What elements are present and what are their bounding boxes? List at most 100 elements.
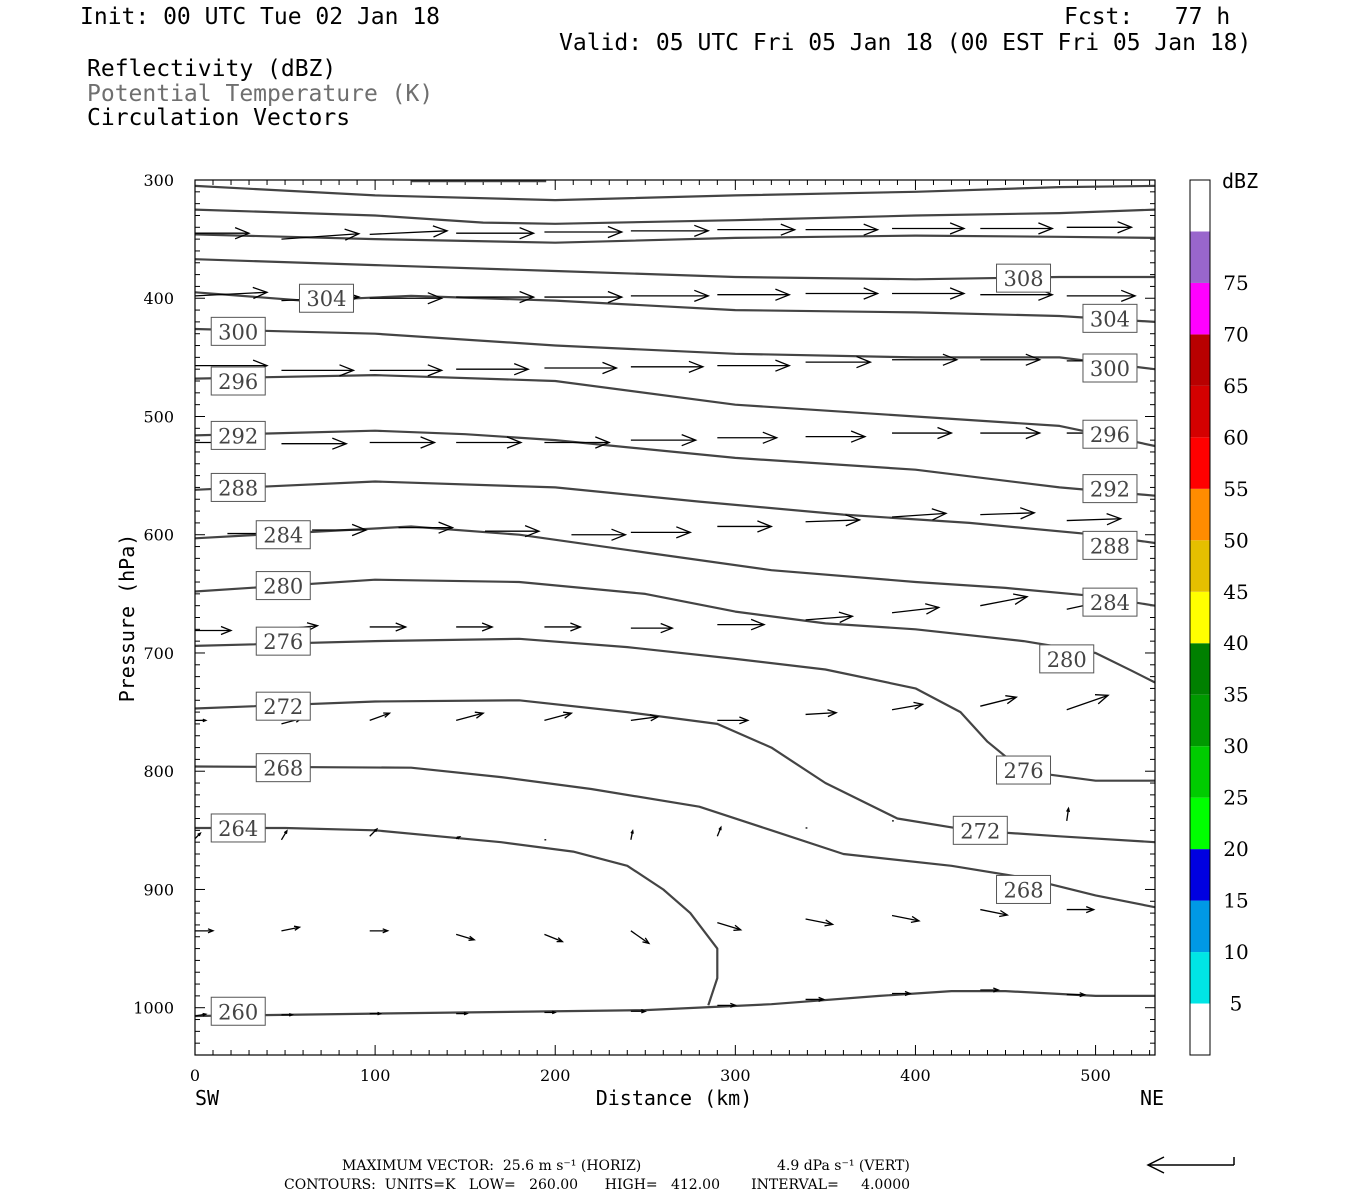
contour-label-box (1082, 419, 1138, 449)
theta-contour-line (195, 480, 1155, 545)
circulation-vector (805, 918, 835, 927)
contour-label-text: 276 (263, 630, 303, 654)
circulation-vector (544, 290, 624, 304)
circulation-vector-shaft (281, 233, 359, 240)
circulation-vector (369, 1011, 383, 1016)
contour-label: 288 (210, 472, 266, 502)
circulation-vector (195, 831, 202, 840)
circulation-vector-head (993, 987, 1001, 993)
colorbar-title: dBZ (1222, 169, 1258, 193)
contour-label-box (1082, 587, 1138, 617)
circulation-vector (630, 1009, 648, 1014)
contour-label-text: 268 (263, 757, 303, 781)
circulation-vector-head (611, 528, 628, 541)
circulation-vector (805, 709, 838, 718)
contour-label-text: 292 (218, 424, 258, 448)
circulation-vector-head (607, 225, 624, 239)
circulation-vector-head (824, 919, 835, 927)
contour-label-text: 288 (1090, 534, 1130, 558)
colorbar-segment (1190, 231, 1210, 283)
circulation-vector-head (730, 1002, 738, 1008)
circulation-vector-head (850, 430, 867, 443)
reference-vector-head (1146, 1156, 1165, 1174)
circulation-vector (805, 287, 880, 300)
circulation-vector-head (427, 364, 444, 377)
circulation-vector-shaft (980, 512, 1035, 516)
field-reflectivity: Reflectivity (dBZ) (87, 56, 337, 82)
plot-area (195, 180, 1155, 1055)
circulation-vector (980, 222, 1055, 235)
circulation-vector-head (1012, 593, 1029, 605)
contour-label-text: 284 (1090, 591, 1130, 615)
colorbar-label: 40 (1223, 631, 1248, 655)
circulation-vector (369, 622, 408, 632)
circulation-vector-head (351, 523, 368, 537)
contour-label-text: 260 (218, 1000, 258, 1024)
circulation-vector-head (775, 359, 792, 372)
circulation-vector-head (306, 622, 320, 632)
circulation-vector-head (818, 996, 826, 1003)
colorbar-segment (1190, 540, 1210, 592)
colorbar-label: 35 (1223, 683, 1248, 707)
circulation-vector-shaft (369, 712, 390, 721)
circulation-vector-head (1066, 806, 1071, 813)
contour-label-text: 264 (218, 817, 258, 841)
x-tick-label: 0 (190, 1066, 200, 1085)
contour-label-box (210, 420, 266, 450)
circulation-vector (456, 226, 536, 240)
circulation-vector (456, 290, 536, 304)
axis-tick-labels: 0 100 200 300 400 500 300 400 500 600 700 800 900 100… (133, 171, 1111, 1085)
contour-label-box (1082, 474, 1138, 504)
contour-label: 292 (1082, 474, 1138, 504)
circulation-vector (892, 222, 966, 235)
theta-contour-line (195, 258, 1155, 281)
circulation-vector-head (595, 436, 611, 449)
x-tick-label: 400 (900, 1066, 931, 1085)
circulation-vector-head (733, 924, 743, 932)
circulation-vector-head (694, 289, 711, 303)
circulation-vector-head (827, 709, 838, 718)
theta-contour-line (195, 374, 1155, 448)
circulation-vector-shaft (455, 712, 484, 721)
contour-label: 276 (996, 755, 1052, 785)
colorbar-label: 20 (1223, 837, 1248, 861)
x-axis-title: Distance (km) (596, 1086, 753, 1110)
circulation-vector-head (524, 524, 541, 538)
contour-label-box (298, 283, 354, 313)
circulation-vector (369, 436, 437, 449)
circulation-vector (455, 933, 476, 941)
circulation-vector (980, 426, 1042, 440)
circulation-vector-head (863, 223, 880, 236)
plot-frame (194, 179, 1156, 1056)
contour-label-text: 308 (1003, 267, 1043, 291)
contour-label-text: 276 (1003, 759, 1043, 783)
circulation-vector (980, 507, 1037, 520)
y-tick-label: 700 (143, 644, 174, 663)
circulation-vector-shaft (891, 606, 939, 614)
circulation-vector (630, 829, 634, 840)
circulation-vector-head (506, 436, 523, 449)
circulation-vector (195, 1012, 208, 1017)
contour-label-box (210, 996, 266, 1026)
contour-label: 304 (298, 283, 354, 313)
circulation-vector-head (234, 226, 251, 240)
x-end-label-sw: SW (195, 1086, 220, 1110)
contour-label-box (996, 263, 1052, 293)
contour-label-box (255, 753, 311, 783)
circulation-vector-head (332, 437, 349, 450)
y-tick-label: 1000 (133, 999, 174, 1018)
x-end-label-ne: NE (1140, 1086, 1164, 1110)
circulation-vector (455, 711, 485, 721)
circulation-vector (369, 292, 444, 305)
circulation-vector (1066, 806, 1071, 821)
theta-contour-line (195, 826, 719, 1006)
dbz-colorbar: 5 10 15 20 25 30 35 40 45 50 55 60 65 70 75 (1189, 179, 1249, 1056)
init-time: Init: 00 UTC Tue 02 Jan 18 (80, 4, 441, 30)
contour-label: 268 (996, 874, 1052, 904)
circulation-vector (892, 426, 954, 440)
circulation-vector-head (845, 514, 862, 527)
contour-label-box (255, 571, 311, 601)
circulation-vector (891, 914, 921, 924)
x-tick-label: 500 (1080, 1066, 1111, 1085)
